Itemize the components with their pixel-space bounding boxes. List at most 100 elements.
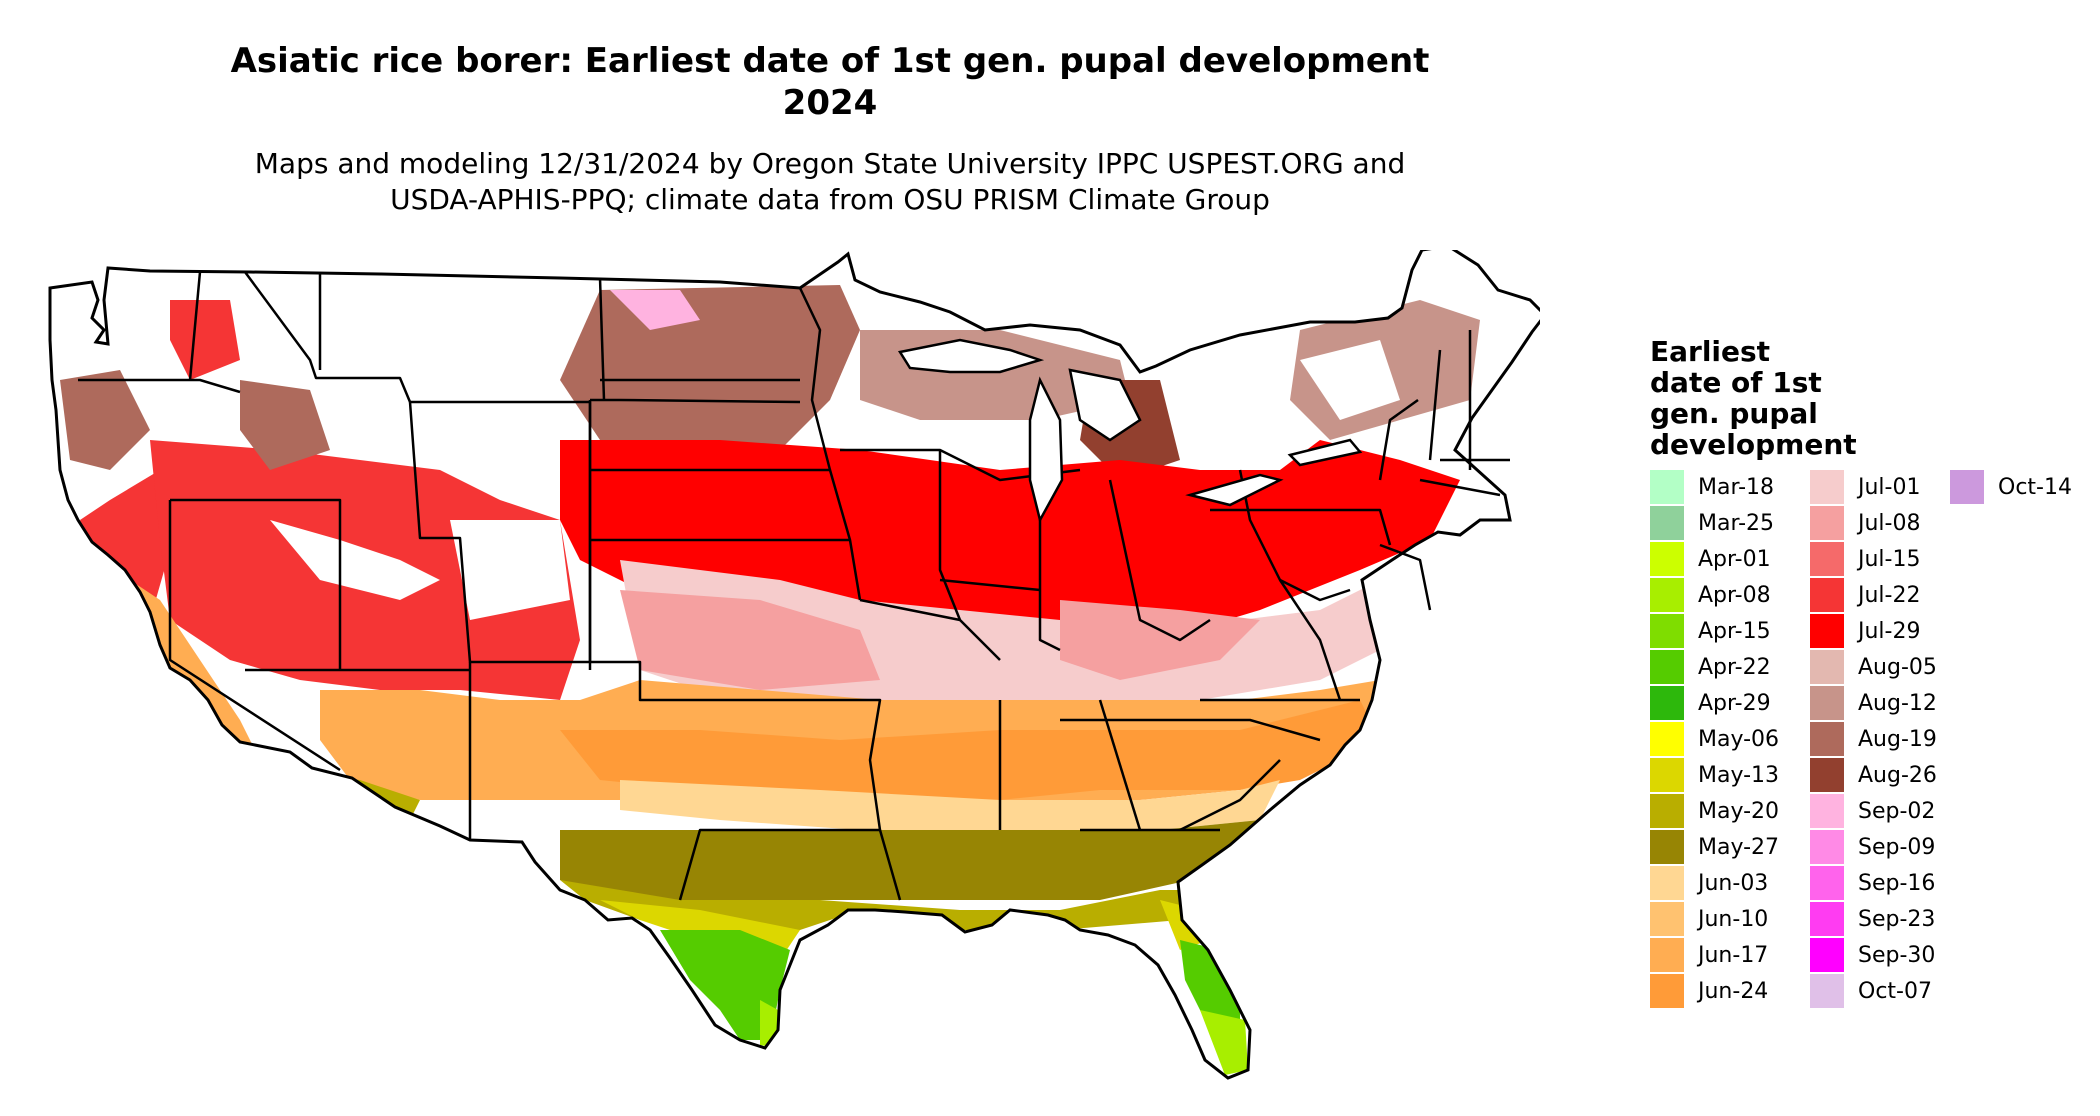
- legend-item: Mar-18: [1650, 470, 1800, 504]
- legend-label: Jul-01: [1858, 474, 1921, 500]
- legend-swatch: [1810, 794, 1844, 828]
- legend-title-line: development: [1650, 428, 1857, 461]
- legend-swatch: [1650, 902, 1684, 936]
- map-shading: [50, 250, 1540, 1078]
- legend-label: Aug-26: [1858, 762, 1937, 788]
- legend-item: Sep-30: [1810, 938, 1960, 972]
- legend-swatch: [1810, 542, 1844, 576]
- legend-swatch: [1650, 542, 1684, 576]
- legend-item: Jul-15: [1810, 542, 1960, 576]
- legend-label: Aug-12: [1858, 690, 1937, 716]
- legend-swatch: [1650, 686, 1684, 720]
- map-legend: Mar-18 Mar-25 Apr-01 Apr-08 Apr-15 Apr-22 Apr-…: [1650, 470, 2090, 1030]
- legend-label: Mar-25: [1698, 510, 1775, 536]
- map-subtitle: Maps and modeling 12/31/2024 by Oregon S…: [0, 146, 1660, 218]
- legend-label: May-13: [1698, 762, 1780, 788]
- legend-item: Jun-03: [1650, 866, 1800, 900]
- legend-label: Jun-17: [1698, 942, 1769, 968]
- us-map: [48, 250, 1540, 1080]
- legend-label: May-20: [1698, 798, 1780, 824]
- legend-label: Apr-22: [1698, 654, 1771, 680]
- legend-swatch: [1810, 722, 1844, 756]
- legend-label: Jun-10: [1698, 906, 1769, 932]
- legend-label: Jul-22: [1858, 582, 1921, 608]
- legend-item: Jun-10: [1650, 902, 1800, 936]
- legend-label: Sep-23: [1858, 906, 1936, 932]
- legend-item: Jul-29: [1810, 614, 1960, 648]
- legend-item: Jun-17: [1650, 938, 1800, 972]
- legend-item: Sep-23: [1810, 902, 1960, 936]
- legend-swatch: [1650, 938, 1684, 972]
- legend-item: Apr-22: [1650, 650, 1800, 684]
- legend-swatch: [1810, 902, 1844, 936]
- legend-label: Jun-24: [1698, 978, 1769, 1004]
- legend-item: Jul-08: [1810, 506, 1960, 540]
- map-title: Asiatic rice borer: Earliest date of 1st…: [0, 40, 1660, 124]
- legend-item: Mar-25: [1650, 506, 1800, 540]
- legend-label: Sep-30: [1858, 942, 1936, 968]
- legend-item: Sep-09: [1810, 830, 1960, 864]
- legend-swatch: [1650, 722, 1684, 756]
- legend-swatch: [1650, 830, 1684, 864]
- legend-swatch: [1810, 506, 1844, 540]
- legend-title-line: date of 1st: [1650, 366, 1822, 399]
- legend-item: May-20: [1650, 794, 1800, 828]
- legend-label: Jul-15: [1858, 546, 1921, 572]
- legend-label: Sep-16: [1858, 870, 1936, 896]
- legend-swatch: [1650, 866, 1684, 900]
- legend-swatch: [1810, 758, 1844, 792]
- legend-swatch: [1950, 470, 1984, 504]
- legend-item: Jul-22: [1810, 578, 1960, 612]
- legend-label: Oct-14: [1998, 474, 2072, 500]
- legend-swatch: [1810, 974, 1844, 1008]
- legend-label: May-27: [1698, 834, 1780, 860]
- legend-title-line: gen. pupal: [1650, 397, 1818, 430]
- legend-label: Mar-18: [1698, 474, 1775, 500]
- legend-swatch: [1810, 686, 1844, 720]
- title-line-2: 2024: [782, 83, 878, 123]
- great-lakes: [897, 338, 1363, 524]
- legend-item: Aug-05: [1810, 650, 1960, 684]
- legend-swatch: [1650, 470, 1684, 504]
- legend-swatch: [1810, 650, 1844, 684]
- legend-item: Apr-15: [1650, 614, 1800, 648]
- legend-title: Earliest date of 1st gen. pupal developm…: [1650, 336, 1910, 460]
- legend-label: Jul-08: [1858, 510, 1921, 536]
- legend-title-line: Earliest: [1650, 335, 1771, 368]
- legend-item: Oct-07: [1810, 974, 1960, 1008]
- legend-swatch: [1650, 758, 1684, 792]
- legend-label: May-06: [1698, 726, 1780, 752]
- legend-swatch: [1650, 794, 1684, 828]
- legend-swatch: [1650, 650, 1684, 684]
- legend-label: Sep-09: [1858, 834, 1936, 860]
- legend-item: Aug-19: [1810, 722, 1960, 756]
- legend-swatch: [1810, 866, 1844, 900]
- legend-swatch: [1810, 470, 1844, 504]
- legend-item: Sep-16: [1810, 866, 1960, 900]
- legend-item: Apr-29: [1650, 686, 1800, 720]
- legend-item: Aug-26: [1810, 758, 1960, 792]
- legend-label: Oct-07: [1858, 978, 1932, 1004]
- title-line-1: Asiatic rice borer: Earliest date of 1st…: [230, 41, 1430, 81]
- legend-item: Aug-12: [1810, 686, 1960, 720]
- legend-swatch: [1810, 614, 1844, 648]
- state-boundaries: [78, 271, 1510, 901]
- legend-item: Jul-01: [1810, 470, 1960, 504]
- legend-item: Apr-01: [1650, 542, 1800, 576]
- legend-label: Apr-08: [1698, 582, 1771, 608]
- legend-item: Sep-02: [1810, 794, 1960, 828]
- legend-swatch: [1810, 938, 1844, 972]
- legend-item: May-27: [1650, 830, 1800, 864]
- legend-label: Sep-02: [1858, 798, 1936, 824]
- legend-label: Aug-19: [1858, 726, 1937, 752]
- legend-item: Jun-24: [1650, 974, 1800, 1008]
- subtitle-line-2: USDA-APHIS-PPQ; climate data from OSU PR…: [390, 183, 1270, 216]
- legend-label: Apr-15: [1698, 618, 1771, 644]
- legend-label: Jun-03: [1698, 870, 1769, 896]
- legend-swatch: [1650, 506, 1684, 540]
- legend-item: Oct-14: [1950, 470, 2100, 504]
- legend-label: Apr-29: [1698, 690, 1771, 716]
- legend-swatch: [1650, 614, 1684, 648]
- legend-swatch: [1810, 578, 1844, 612]
- legend-swatch: [1650, 578, 1684, 612]
